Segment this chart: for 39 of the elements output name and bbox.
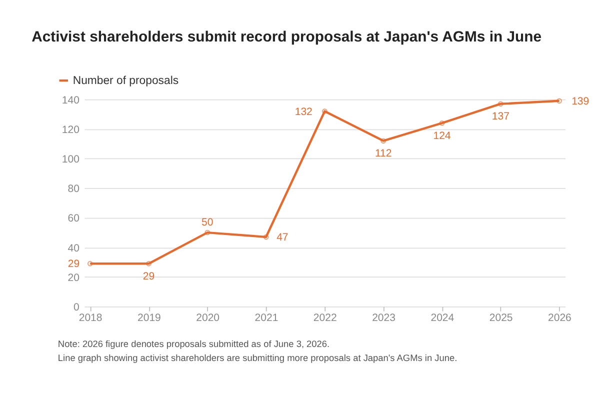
- y-tick-label: 0: [74, 301, 80, 314]
- y-tick-label: 60: [68, 212, 80, 225]
- y-tick-label: 40: [68, 242, 80, 254]
- point: [87, 260, 93, 266]
- data-label: 112: [374, 148, 392, 160]
- x-tick-label: 2019: [137, 312, 162, 324]
- data-label: 29: [68, 258, 80, 270]
- point: [146, 260, 152, 266]
- x-tick-label: 2023: [372, 312, 396, 324]
- x-tick-label: 2021: [254, 312, 278, 324]
- point: [204, 230, 210, 236]
- point: [439, 120, 445, 126]
- legend-label: Number of proposals: [72, 75, 179, 88]
- text: Note: 2026 figure denotes proposals submitted as of June 3, 2026.: [58, 338, 330, 349]
- x-tick-label: 2020: [196, 312, 220, 324]
- point: [498, 101, 504, 106]
- point: [380, 138, 386, 144]
- data-label: 137: [492, 110, 510, 123]
- data-label: 50: [202, 216, 214, 229]
- x-tick-label: 2024: [430, 312, 454, 324]
- y-tick-label: 80: [68, 183, 80, 196]
- data-label: 47: [276, 231, 288, 244]
- point: [263, 234, 269, 240]
- data-label: 139: [572, 95, 590, 108]
- data-label: 124: [433, 130, 451, 142]
- x-tick-label: 2025: [489, 312, 513, 324]
- x-tick-label: 2026: [548, 312, 572, 324]
- text: Line graph showing activist shareholders are submitting more proposals at Japan's AGMs in June.: [58, 352, 458, 363]
- x-tick-label: 2022: [313, 312, 337, 324]
- chart-title: Activist shareholders submit record proposals at Japan's AGMs in June: [32, 29, 542, 46]
- y-tick-label: 120: [62, 124, 80, 136]
- y-tick-label: 20: [68, 272, 80, 284]
- y-tick-label: 100: [62, 154, 80, 166]
- data-label: 29: [142, 270, 155, 282]
- point: [322, 108, 328, 114]
- data-label: 132: [294, 106, 313, 118]
- x-tick-label: 2018: [78, 312, 102, 324]
- point: [556, 98, 562, 104]
- y-tick-label: 140: [62, 94, 80, 106]
